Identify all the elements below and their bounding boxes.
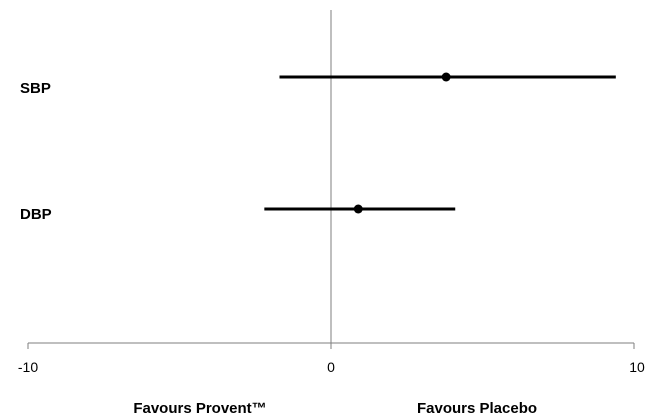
axis-layer [27, 10, 635, 349]
x-tick-label-min: -10 [18, 359, 38, 375]
favours-placebo-label: Favours Placebo [417, 400, 537, 417]
point-estimate-dbp [353, 204, 363, 214]
category-label-sbp: SBP [20, 80, 51, 97]
x-tick-label-max: 10 [629, 359, 645, 375]
text-layer: SBP DBP -10 0 10 Favours Provent™ Favour… [18, 80, 645, 417]
x-tick-label-zero: 0 [327, 359, 335, 375]
favours-provent-label: Favours Provent™ [133, 400, 266, 417]
category-label-dbp: DBP [20, 206, 52, 223]
marks-layer [264, 72, 616, 214]
point-estimate-sbp [441, 72, 451, 82]
